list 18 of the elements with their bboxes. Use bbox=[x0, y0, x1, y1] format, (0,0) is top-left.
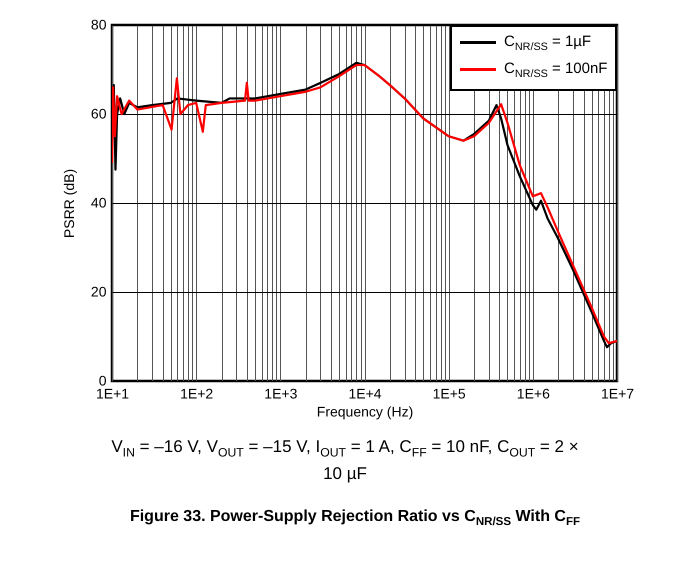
x-tick-label: 1E+1 bbox=[96, 386, 130, 402]
x-tick-label: 1E+3 bbox=[264, 386, 298, 402]
y-axis-title: PSRR (dB) bbox=[60, 168, 77, 238]
y-tick-label: 40 bbox=[90, 194, 107, 210]
text: V$_{IN}$ = –16 V, V$_{OUT}$ = –15 V, I$_{OUT}$ = 1 A, C$_{FF}$ = 10 nF, C$_{OUT}$ = 2 × 10 µF bbox=[111, 437, 579, 484]
x-tick-label: 1E+6 bbox=[516, 386, 550, 402]
legend-label: C$_{NR/SS}$ = 1µF bbox=[503, 32, 592, 55]
x-tick-label: 1E+7 bbox=[600, 386, 634, 402]
x-axis-title: Frequency (Hz) bbox=[316, 404, 414, 420]
legend-label: C$_{NR/SS}$ = 100nF bbox=[503, 59, 608, 82]
y-tick-label: 20 bbox=[90, 284, 107, 300]
y-tick-label: 60 bbox=[90, 106, 107, 122]
x-tick-label: 1E+2 bbox=[180, 386, 214, 402]
text: Figure 33. Power-Supply Rejection Ratio vs C$_{NR/SS}$ With C$_{FF}$ bbox=[128, 507, 582, 530]
y-tick-label: 80 bbox=[90, 16, 107, 32]
x-tick-label: 1E+5 bbox=[432, 386, 466, 402]
x-tick-label: 1E+4 bbox=[348, 386, 382, 402]
y-tick-label: 0 bbox=[98, 372, 107, 388]
